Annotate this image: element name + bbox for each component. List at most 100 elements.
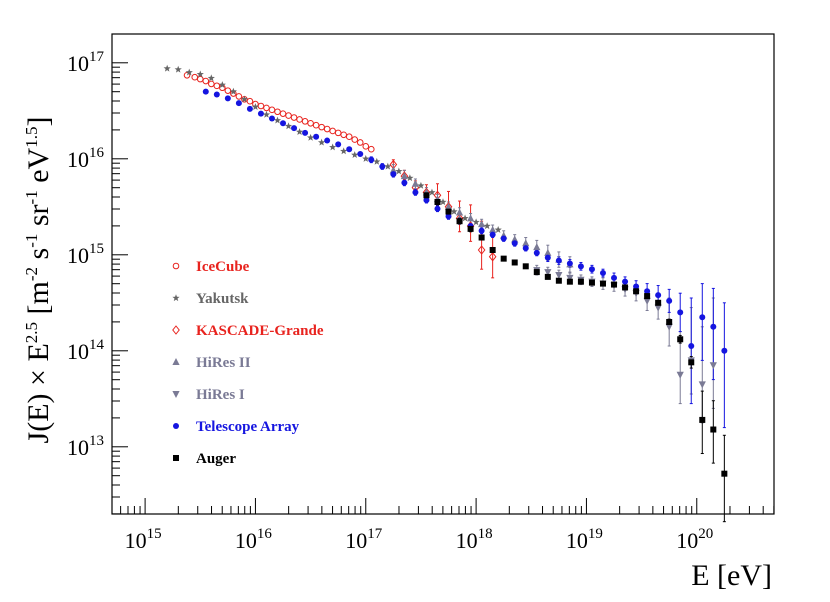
telescope-array-point: [291, 125, 298, 132]
auger-point: [533, 269, 540, 276]
x-tick-label: 1018: [456, 526, 493, 553]
hires-ii-point: [489, 225, 497, 233]
icecube-point: [351, 136, 359, 143]
yakutsk-point: [494, 226, 502, 233]
y-tick-label-exponent: 13: [89, 433, 104, 449]
telescope-array-point: [445, 213, 452, 220]
telescope-array-point: [721, 347, 728, 354]
legend-marker-auger: [173, 455, 179, 461]
icecube-point: [196, 75, 204, 83]
kascade-grande-point: [477, 245, 486, 255]
hires-ii-point: [400, 172, 408, 180]
hires-i-point: [555, 271, 563, 279]
telescope-array-point: [588, 266, 595, 273]
auger-point: [599, 280, 606, 287]
yakutsk-point: [439, 198, 447, 206]
y-tick-label: 1017: [67, 49, 105, 76]
legend: IceCube Yakutsk KASCADE-Grande HiRes II HiRe…: [172, 259, 324, 467]
telescope-array-point: [357, 151, 364, 157]
telescope-array-point: [710, 323, 717, 330]
x-tick-label-base: 10: [125, 528, 147, 553]
telescope-array-point: [313, 133, 320, 140]
telescope-array-point: [302, 129, 309, 136]
yakutsk-point: [329, 143, 337, 151]
y-tick-label-exponent: 16: [89, 145, 105, 161]
hires-i-point: [544, 269, 552, 277]
icecube-point: [334, 129, 342, 137]
kascade-grande-point: [488, 251, 497, 262]
auger-point: [434, 199, 441, 205]
y-tick-label: 1016: [67, 145, 105, 172]
yakutsk-point: [461, 214, 469, 222]
icecube-point: [329, 127, 336, 135]
yakutsk-point: [196, 70, 204, 78]
yakutsk-point: [340, 147, 348, 155]
icecube-point: [307, 119, 314, 127]
x-tick-label-exponent: 17: [367, 526, 383, 542]
hires-ii-point: [389, 166, 397, 174]
telescope-array-point: [577, 263, 584, 270]
icecube-point: [263, 104, 270, 112]
telescope-array-point: [235, 100, 242, 107]
hires-ii-point: [478, 220, 486, 228]
yakutsk-point: [218, 81, 226, 88]
icecube-point: [183, 71, 191, 79]
yakutsk-point: [384, 162, 392, 170]
y-tick-label-exponent: 15: [89, 241, 104, 257]
y-axis-title-group: J(E) × E2.5 [m-2 s-1 sr-1 eV1.5]: [22, 117, 55, 444]
icecube-point: [296, 116, 303, 123]
yakutsk-point: [428, 188, 436, 196]
telescope-array-point: [655, 292, 662, 299]
auger-point: [544, 273, 551, 280]
x-tick-label: 1015: [125, 526, 162, 553]
legend-label-auger: Auger: [196, 451, 236, 467]
yakutsk-point: [306, 133, 315, 141]
hires-ii-point: [411, 179, 420, 187]
auger-point: [489, 247, 496, 253]
hires-ii-point: [544, 248, 552, 256]
auger-point: [611, 281, 618, 288]
telescope-array-point: [401, 179, 408, 186]
telescope-array-point: [644, 288, 651, 295]
hires-i-point: [665, 323, 673, 331]
icecube-point: [285, 112, 292, 119]
auger-point: [622, 284, 629, 291]
yakutsk-point: [417, 181, 425, 189]
auger-point: [456, 218, 463, 225]
icecube-point: [279, 110, 287, 117]
telescope-array-point: [677, 309, 684, 316]
hires-ii-point: [511, 235, 519, 243]
y-tick-label: 1013: [67, 433, 104, 460]
legend-label-hires-i: HiRes I: [196, 387, 245, 403]
auger-point: [511, 259, 518, 266]
auger-point: [566, 278, 573, 285]
auger-point: [423, 192, 430, 199]
y-tick-label: 1015: [67, 241, 104, 268]
telescope-array-point: [511, 240, 518, 247]
yakutsk-point: [251, 103, 260, 111]
icecube-point: [356, 139, 364, 146]
legend-marker-icecube: [172, 262, 180, 270]
legend-label-yakutsk: Yakutsk: [196, 291, 249, 307]
hires-i-point: [709, 362, 717, 370]
hires-ii-point: [533, 243, 541, 251]
icecube-point: [312, 121, 320, 129]
axis-ticks: [112, 62, 775, 515]
legend-label-telescope-array: Telescope Array: [196, 419, 300, 435]
telescope-array-point: [434, 205, 441, 212]
hires-ii-point: [455, 208, 464, 216]
telescope-array-point: [533, 249, 540, 256]
hires-i-point: [676, 371, 684, 379]
legend-marker-yakutsk: [172, 294, 180, 302]
auger-point: [478, 234, 485, 241]
auger-point: [710, 426, 717, 433]
icecube-point: [208, 80, 215, 88]
yakutsk-point: [318, 138, 326, 146]
telescope-array-point: [324, 137, 331, 144]
y-tick-label-base: 10: [67, 51, 89, 76]
icecube-point: [235, 93, 243, 100]
legend-marker-kascade-grande: [172, 325, 180, 335]
auger-point: [555, 277, 562, 284]
y-tick-label-base: 10: [67, 435, 89, 460]
icecube-point: [191, 73, 199, 81]
